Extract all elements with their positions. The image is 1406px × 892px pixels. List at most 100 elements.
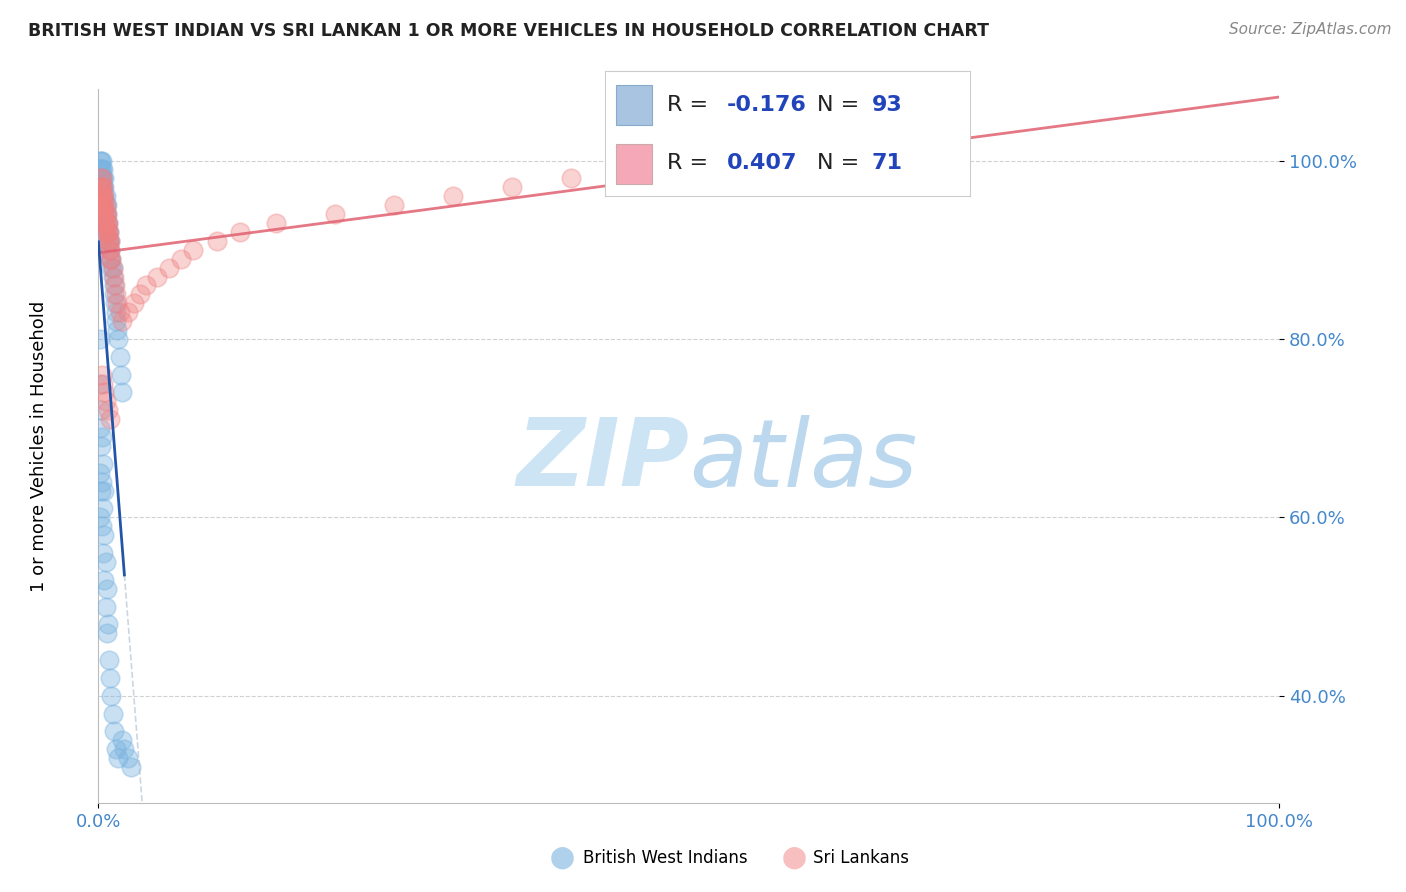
Point xyxy=(89,162,111,177)
Point xyxy=(91,216,114,230)
Point xyxy=(91,368,114,382)
Point xyxy=(98,653,121,667)
Point xyxy=(98,234,121,248)
Point xyxy=(96,207,118,221)
Point xyxy=(105,323,128,337)
Point xyxy=(110,368,132,382)
Point xyxy=(93,180,115,194)
FancyBboxPatch shape xyxy=(616,85,652,125)
Point xyxy=(91,171,114,186)
Point xyxy=(100,252,122,266)
Point xyxy=(93,216,115,230)
Point xyxy=(93,198,115,212)
Point xyxy=(89,180,111,194)
Text: 0.407: 0.407 xyxy=(727,153,797,172)
Point xyxy=(98,252,121,266)
Point xyxy=(91,171,114,186)
Text: ⬤: ⬤ xyxy=(782,847,807,870)
Point xyxy=(97,234,120,248)
Point xyxy=(103,724,125,739)
Point xyxy=(94,198,117,212)
Point xyxy=(96,582,118,596)
Point xyxy=(104,278,127,293)
FancyBboxPatch shape xyxy=(616,144,652,184)
Point xyxy=(91,189,114,203)
Point xyxy=(111,385,134,400)
Point xyxy=(264,216,287,230)
Point xyxy=(89,466,111,480)
Point xyxy=(94,394,117,409)
Point xyxy=(97,617,120,632)
Point xyxy=(97,403,120,417)
Point xyxy=(93,189,115,203)
Point xyxy=(93,207,115,221)
Point xyxy=(89,332,111,346)
Point xyxy=(89,189,111,203)
Text: ⬤: ⬤ xyxy=(550,847,575,870)
Point xyxy=(93,171,115,186)
Text: N =: N = xyxy=(817,95,866,115)
Point xyxy=(91,198,114,212)
Point xyxy=(98,252,121,266)
Point xyxy=(98,225,121,239)
Point xyxy=(90,171,112,186)
Point xyxy=(323,207,346,221)
Point xyxy=(90,171,112,186)
Point xyxy=(91,225,114,239)
Point xyxy=(91,546,114,560)
Text: Source: ZipAtlas.com: Source: ZipAtlas.com xyxy=(1229,22,1392,37)
Point xyxy=(146,269,169,284)
Point xyxy=(103,269,125,284)
Point xyxy=(117,305,139,319)
Point xyxy=(91,501,114,516)
Point xyxy=(98,243,121,257)
Point xyxy=(101,706,124,721)
Point xyxy=(97,216,120,230)
Point xyxy=(90,403,112,417)
Point xyxy=(94,216,117,230)
Point xyxy=(98,225,121,239)
Point xyxy=(91,198,114,212)
Point xyxy=(103,287,125,301)
Point xyxy=(90,189,112,203)
Point xyxy=(91,207,114,221)
Point xyxy=(91,162,114,177)
Point xyxy=(94,225,117,239)
Point xyxy=(678,153,700,168)
Point xyxy=(89,198,111,212)
Point xyxy=(105,305,128,319)
Point xyxy=(89,153,111,168)
Point xyxy=(111,733,134,747)
Point xyxy=(101,269,124,284)
Point xyxy=(98,234,121,248)
Text: R =: R = xyxy=(666,95,716,115)
Point xyxy=(560,171,582,186)
Point xyxy=(105,296,128,310)
Point xyxy=(108,305,131,319)
Point xyxy=(89,510,111,524)
Point xyxy=(93,528,115,542)
Point xyxy=(91,207,114,221)
Point xyxy=(90,439,112,453)
Point xyxy=(91,216,114,230)
Point xyxy=(91,171,114,186)
Point xyxy=(96,198,118,212)
Point xyxy=(121,760,143,774)
Point xyxy=(93,189,115,203)
Point xyxy=(205,234,228,248)
Point xyxy=(107,751,129,765)
Point xyxy=(91,457,114,471)
Point xyxy=(90,180,112,194)
Point xyxy=(96,216,118,230)
Point xyxy=(105,314,128,328)
Text: N =: N = xyxy=(817,153,866,172)
Point xyxy=(108,350,131,364)
Point xyxy=(97,234,120,248)
Point xyxy=(100,252,122,266)
Point xyxy=(157,260,180,275)
Point xyxy=(91,189,114,203)
Point xyxy=(90,198,112,212)
Text: -0.176: -0.176 xyxy=(727,95,807,115)
Point xyxy=(181,243,204,257)
Point xyxy=(98,234,121,248)
